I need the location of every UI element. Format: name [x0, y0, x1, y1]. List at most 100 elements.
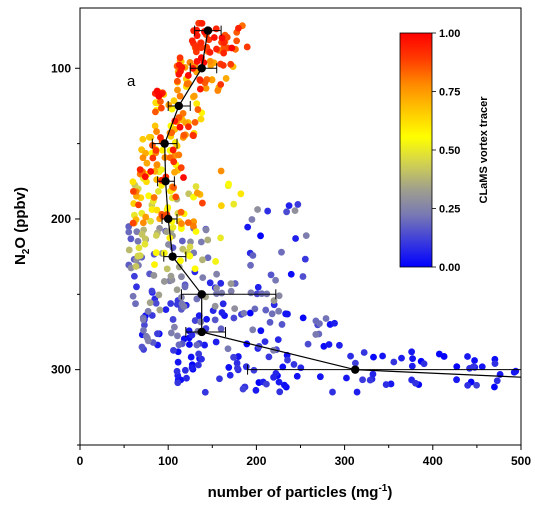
- scatter-point: [322, 315, 330, 322]
- scatter-point: [227, 60, 235, 68]
- scatter-point: [129, 292, 137, 300]
- scatter-point: [139, 316, 147, 324]
- scatter-point: [440, 353, 448, 360]
- scatter-point: [266, 318, 274, 326]
- scatter-point: [169, 223, 177, 231]
- scatter-point: [291, 207, 299, 214]
- scatter-point: [249, 252, 257, 259]
- scatter-point: [196, 85, 204, 93]
- scatter-point: [174, 332, 181, 340]
- scatter-point: [171, 168, 178, 176]
- scatter-point: [226, 371, 234, 379]
- scatter-point: [299, 314, 307, 322]
- scatter-point: [139, 154, 147, 162]
- scatter-point: [166, 234, 174, 242]
- scatter-point: [152, 299, 160, 307]
- scatter-point: [316, 373, 324, 381]
- scatter-point: [170, 184, 177, 191]
- scatter-point: [235, 24, 242, 32]
- scatter-point: [278, 248, 285, 256]
- scatter-point: [167, 329, 175, 337]
- scatter-point: [152, 108, 159, 116]
- scatter-point: [217, 234, 224, 242]
- scatter-point: [157, 104, 165, 112]
- scatter-point: [202, 226, 210, 234]
- scatter-point: [190, 132, 197, 140]
- scatter-point: [478, 363, 486, 371]
- colorbar: 0.00 0.25 0.50 0.75 1.00 CLaMS vortex tracer: [399, 28, 490, 274]
- scatter-point: [152, 146, 160, 154]
- scatter-point: [204, 254, 212, 262]
- scatter-point: [247, 289, 255, 297]
- scatter-point: [181, 366, 189, 374]
- scatter-point: [193, 58, 201, 65]
- scatter-point: [135, 244, 143, 252]
- scatter-point: [177, 257, 184, 265]
- scatter-point: [464, 353, 471, 360]
- scatter-point: [178, 237, 186, 245]
- scatter-point: [177, 164, 185, 172]
- scatter-point: [211, 302, 219, 310]
- scatter-point: [170, 158, 178, 166]
- colorbar-label: CLaMS vortex tracer: [478, 96, 490, 204]
- scatter-point: [213, 284, 220, 292]
- scatter-point: [167, 300, 175, 307]
- scatter-point: [220, 49, 228, 57]
- scatter-point: [320, 342, 328, 350]
- scatter-point: [178, 220, 185, 228]
- scatter-point: [408, 348, 416, 356]
- scatter-point: [193, 32, 201, 40]
- x-tick-label: 100: [158, 454, 178, 468]
- scatter-point: [251, 305, 259, 313]
- scatter-point: [127, 235, 135, 243]
- scatter-point: [193, 100, 201, 108]
- scatter-point: [233, 359, 241, 367]
- scatter-point: [228, 44, 236, 52]
- scatter-point: [197, 115, 205, 123]
- scatter-point: [197, 44, 205, 52]
- scatter-point: [143, 159, 151, 167]
- x-tick-label: 300: [335, 454, 355, 468]
- scatter-point: [231, 305, 239, 313]
- scatter-point: [173, 77, 181, 85]
- scatter-point: [219, 300, 227, 308]
- y-tick-label: 100: [51, 61, 71, 75]
- scatter-point: [147, 217, 154, 225]
- scatter-point: [193, 189, 201, 197]
- scatter-point: [206, 279, 214, 287]
- scatter-point: [398, 354, 405, 362]
- scatter-point: [186, 59, 194, 66]
- scatter-point: [159, 146, 166, 154]
- scatter-point: [141, 321, 148, 329]
- scatter-point: [145, 192, 153, 200]
- scatter-point: [213, 290, 220, 298]
- scatter-point: [181, 283, 189, 291]
- scatter-point: [469, 363, 477, 371]
- scatter-point: [169, 316, 177, 323]
- scatter-point: [282, 310, 290, 318]
- scatter-point: [173, 286, 181, 294]
- median-marker: [197, 290, 206, 299]
- scatter-point: [230, 200, 238, 208]
- scatter-point: [197, 39, 205, 47]
- scatter-point: [270, 373, 277, 381]
- scatter-point: [366, 376, 374, 384]
- scatter-point: [175, 341, 183, 349]
- scatter-point: [225, 364, 233, 371]
- scatter-point: [203, 315, 210, 323]
- scatter-point: [174, 379, 182, 387]
- scatter-point: [272, 276, 279, 284]
- y-tick-label: 200: [51, 212, 71, 226]
- scatter-point: [167, 272, 175, 280]
- scatter-point: [162, 306, 170, 314]
- scatter-point: [193, 295, 201, 303]
- scatter-point: [218, 309, 226, 316]
- scatter-point: [217, 279, 225, 287]
- scatter-point: [184, 219, 192, 226]
- scatter-point: [134, 237, 142, 245]
- scatter-point: [312, 331, 320, 338]
- scatter-point: [153, 161, 161, 169]
- scatter-point: [412, 379, 419, 387]
- scatter-point: [192, 228, 200, 235]
